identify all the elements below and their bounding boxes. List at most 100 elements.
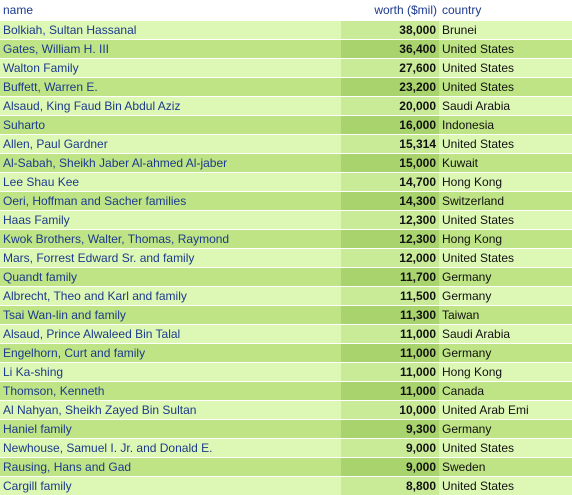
cell-name[interactable]: Oeri, Hoffman and Sacher families [0, 190, 341, 210]
cell-worth: 12,300 [341, 228, 439, 248]
cell-country: Taiwan [439, 304, 572, 324]
table-body: Bolkiah, Sultan Hassanal 38,000 Brunei Gate… [0, 19, 572, 495]
cell-name[interactable]: Quandt family [0, 266, 341, 286]
table-row: Alsaud, King Faud Bin Abdul Aziz 20,000 Sa… [0, 95, 572, 115]
cell-country: Saudi Arabia [439, 323, 572, 343]
cell-country: Switzerland [439, 190, 572, 210]
cell-name[interactable]: Albrecht, Theo and Karl and family [0, 285, 341, 305]
table-header: name worth ($mil) country [0, 0, 572, 21]
cell-name[interactable]: Alsaud, King Faud Bin Abdul Aziz [0, 95, 341, 115]
table-row: Suharto 16,000 Indonesia [0, 114, 572, 134]
cell-worth: 10,000 [341, 399, 439, 419]
cell-country: United States [439, 57, 572, 77]
table-row: Alsaud, Prince Alwaleed Bin Talal 11,000 S… [0, 323, 572, 343]
cell-name[interactable]: Haniel family [0, 418, 341, 438]
cell-name[interactable]: Buffett, Warren E. [0, 76, 341, 96]
cell-country: United States [439, 437, 572, 457]
cell-worth: 8,800 [341, 475, 439, 495]
cell-country: United States [439, 209, 572, 229]
cell-country: Germany [439, 266, 572, 286]
cell-country: Hong Kong [439, 228, 572, 248]
cell-country: Germany [439, 342, 572, 362]
cell-name[interactable]: Lee Shau Kee [0, 171, 341, 191]
cell-name[interactable]: Newhouse, Samuel I. Jr. and Donald E. [0, 437, 341, 457]
cell-name[interactable]: Mars, Forrest Edward Sr. and family [0, 247, 341, 267]
cell-country: Saudi Arabia [439, 95, 572, 115]
cell-name[interactable]: Suharto [0, 114, 341, 134]
table-row: Lee Shau Kee 14,700 Hong Kong [0, 171, 572, 191]
cell-worth: 15,314 [341, 133, 439, 153]
cell-worth: 12,300 [341, 209, 439, 229]
table-row: Walton Family 27,600 United States [0, 57, 572, 77]
cell-name[interactable]: Haas Family [0, 209, 341, 229]
cell-name[interactable]: Al Nahyan, Sheikh Zayed Bin Sultan [0, 399, 341, 419]
table-row: Buffett, Warren E. 23,200 United States [0, 76, 572, 96]
cell-worth: 27,600 [341, 57, 439, 77]
cell-worth: 15,000 [341, 152, 439, 172]
cell-worth: 11,500 [341, 285, 439, 305]
cell-worth: 9,300 [341, 418, 439, 438]
column-header-country[interactable]: country [439, 0, 572, 21]
cell-country: United States [439, 38, 572, 58]
cell-country: United Arab Emi [439, 399, 572, 419]
cell-worth: 11,000 [341, 342, 439, 362]
cell-name[interactable]: Engelhorn, Curt and family [0, 342, 341, 362]
header-row: name worth ($mil) country [0, 0, 572, 21]
cell-worth: 12,000 [341, 247, 439, 267]
table-row: Engelhorn, Curt and family 11,000 Germany [0, 342, 572, 362]
cell-name[interactable]: Al-Sabah, Sheikh Jaber Al-ahmed Al-jaber [0, 152, 341, 172]
cell-worth: 11,000 [341, 380, 439, 400]
cell-worth: 11,700 [341, 266, 439, 286]
cell-country: Indonesia [439, 114, 572, 134]
cell-worth: 14,300 [341, 190, 439, 210]
cell-worth: 14,700 [341, 171, 439, 191]
cell-country: Hong Kong [439, 171, 572, 191]
table-row: Bolkiah, Sultan Hassanal 38,000 Brunei [0, 19, 572, 39]
table-row: Al Nahyan, Sheikh Zayed Bin Sultan 10,000… [0, 399, 572, 419]
cell-worth: 23,200 [341, 76, 439, 96]
cell-worth: 9,000 [341, 437, 439, 457]
cell-name[interactable]: Allen, Paul Gardner [0, 133, 341, 153]
table-row: Mars, Forrest Edward Sr. and family 12,00… [0, 247, 572, 267]
cell-name[interactable]: Gates, William H. III [0, 38, 341, 58]
cell-name[interactable]: Bolkiah, Sultan Hassanal [0, 19, 341, 39]
column-header-name[interactable]: name [0, 0, 341, 21]
table-row: Haas Family 12,300 United States [0, 209, 572, 229]
table-row: Gates, William H. III 36,400 United States [0, 38, 572, 58]
cell-worth: 20,000 [341, 95, 439, 115]
cell-country: Sweden [439, 456, 572, 476]
table-row: Tsai Wan-lin and family 11,300 Taiwan [0, 304, 572, 324]
table-row: Cargill family 8,800 United States [0, 475, 572, 495]
table-row: Allen, Paul Gardner 15,314 United States [0, 133, 572, 153]
table-row: Oeri, Hoffman and Sacher families 14,300 S… [0, 190, 572, 210]
cell-country: United States [439, 247, 572, 267]
cell-country: Germany [439, 285, 572, 305]
cell-name[interactable]: Li Ka-shing [0, 361, 341, 381]
cell-name[interactable]: Kwok Brothers, Walter, Thomas, Raymond [0, 228, 341, 248]
table-row: Quandt family 11,700 Germany [0, 266, 572, 286]
cell-name[interactable]: Rausing, Hans and Gad [0, 456, 341, 476]
cell-name[interactable]: Alsaud, Prince Alwaleed Bin Talal [0, 323, 341, 343]
cell-name[interactable]: Tsai Wan-lin and family [0, 304, 341, 324]
cell-worth: 38,000 [341, 19, 439, 39]
cell-worth: 36,400 [341, 38, 439, 58]
cell-country: Canada [439, 380, 572, 400]
cell-country: United States [439, 76, 572, 96]
table-row: Albrecht, Theo and Karl and family 11,500… [0, 285, 572, 305]
table-row: Li Ka-shing 11,000 Hong Kong [0, 361, 572, 381]
cell-country: Hong Kong [439, 361, 572, 381]
cell-country: United States [439, 475, 572, 495]
table-row: Thomson, Kenneth 11,000 Canada [0, 380, 572, 400]
cell-worth: 16,000 [341, 114, 439, 134]
table-row: Rausing, Hans and Gad 9,000 Sweden [0, 456, 572, 476]
column-header-worth[interactable]: worth ($mil) [341, 0, 439, 21]
cell-worth: 11,000 [341, 361, 439, 381]
cell-worth: 9,000 [341, 456, 439, 476]
cell-name[interactable]: Cargill family [0, 475, 341, 495]
cell-country: Kuwait [439, 152, 572, 172]
cell-name[interactable]: Walton Family [0, 57, 341, 77]
cell-worth: 11,000 [341, 323, 439, 343]
cell-worth: 11,300 [341, 304, 439, 324]
cell-name[interactable]: Thomson, Kenneth [0, 380, 341, 400]
